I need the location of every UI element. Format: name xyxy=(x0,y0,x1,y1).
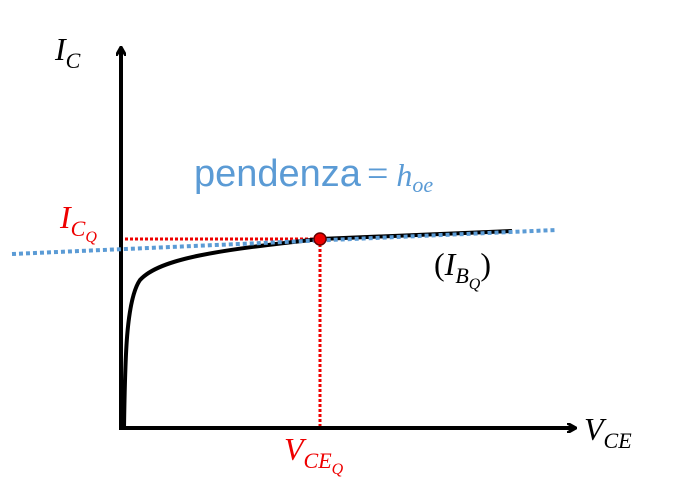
label-sub: C xyxy=(71,216,86,241)
label-subsub: Q xyxy=(332,461,344,478)
label-base: I xyxy=(59,199,72,235)
paren-close: ) xyxy=(480,246,491,282)
slope-equals: = xyxy=(367,153,388,195)
label-sub: CE xyxy=(304,448,333,473)
characteristic-curve xyxy=(122,229,513,429)
label-sub: B xyxy=(455,263,468,288)
slope-word: pendenza xyxy=(194,153,362,195)
label-sub: CE xyxy=(604,428,633,453)
vceq-label: VCEQ xyxy=(284,431,344,478)
label-base: I xyxy=(54,31,67,67)
icq-label: ICQ xyxy=(59,199,97,246)
label-subsub: Q xyxy=(85,229,97,246)
label-sub: C xyxy=(66,48,81,73)
label-base: I xyxy=(444,246,457,282)
y-axis-label: IC xyxy=(54,31,81,73)
curve-label: (IBQ) xyxy=(434,246,491,293)
label-base: V xyxy=(584,411,607,447)
slope-label: pendenza = hoe xyxy=(194,153,433,197)
label-subsub: Q xyxy=(469,276,481,293)
paren-open: ( xyxy=(434,246,445,282)
slope-symbol: h xyxy=(396,157,412,193)
slope-sub: oe xyxy=(412,172,433,197)
q-point xyxy=(313,232,327,246)
label-base: V xyxy=(284,431,307,467)
x-axis-label: VCE xyxy=(584,411,632,453)
